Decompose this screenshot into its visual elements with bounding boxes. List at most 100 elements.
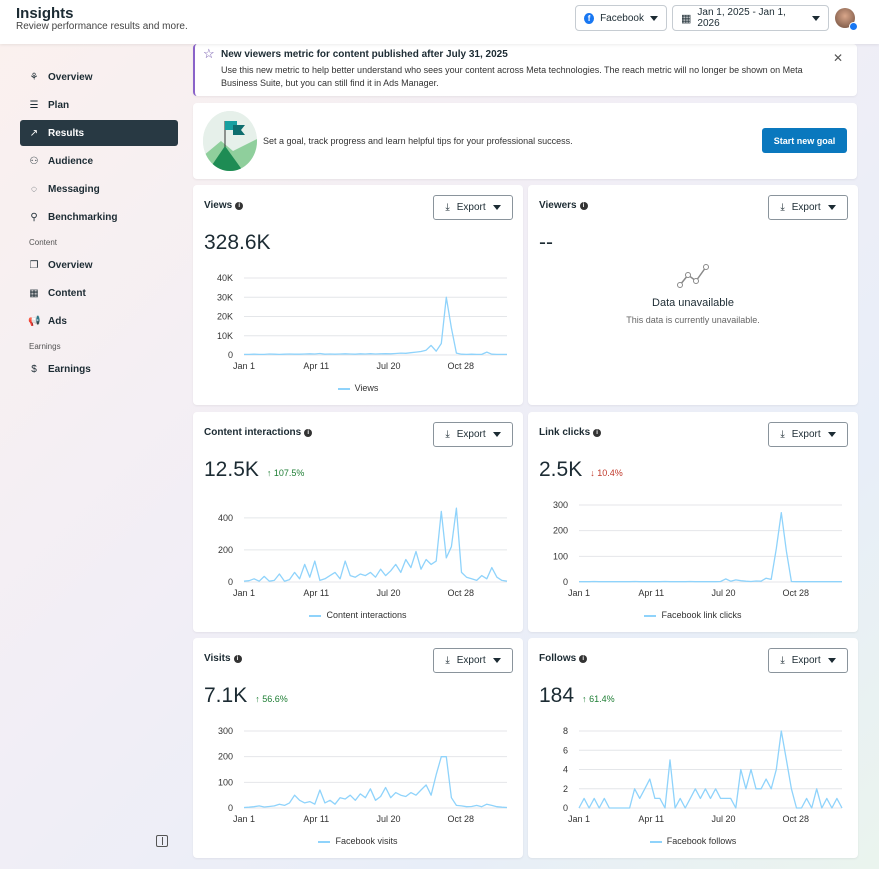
caret-down-icon: [827, 432, 836, 437]
x-tick-label: Oct 28: [783, 588, 810, 598]
sidebar-item-overview[interactable]: ⚘ Overview: [20, 64, 178, 90]
y-tick-label: 100: [553, 551, 568, 561]
metric-total: 184 ↑ 61.4%: [539, 684, 615, 708]
total-value: --: [539, 231, 553, 254]
close-icon[interactable]: ✕: [832, 51, 843, 65]
nav-label: Earnings: [48, 363, 91, 375]
table-icon: ▦: [29, 287, 39, 299]
delta-badge: ↑ 107.5%: [266, 468, 305, 478]
card-title: Viewers i: [539, 200, 588, 211]
facebook-badge-icon: [849, 22, 858, 31]
notice-title: New viewers metric for content published…: [221, 49, 508, 60]
series-line: [579, 512, 842, 583]
x-tick-label: Oct 28: [448, 588, 475, 598]
views-chart: 0 10K 20K 30K 40K Jan 1 Apr 11 Jul 20 Oct 28: [217, 273, 507, 371]
collapse-sidebar-icon[interactable]: [156, 835, 168, 847]
export-label: Export: [456, 655, 486, 666]
info-icon[interactable]: i: [233, 654, 242, 663]
delta-value: 56.6%: [262, 694, 288, 704]
date-range-dropdown[interactable]: ▦ Jan 1, 2025 - Jan 1, 2026: [672, 5, 829, 31]
nav-label: Overview: [48, 259, 93, 271]
people-icon: ⚇: [29, 155, 39, 167]
x-tick-label: Jan 1: [233, 588, 255, 598]
export-button[interactable]: ⤓ Export: [768, 648, 848, 673]
follows-card: Follows i ⤓ Export 184 ↑ 61.4% 0 2 4 6 8 Jan 1 Ap…: [528, 638, 858, 858]
legend-label: Facebook follows: [666, 836, 737, 846]
export-label: Export: [456, 429, 486, 440]
export-button[interactable]: ⤓ Export: [433, 648, 513, 673]
top-header: Insights Review performance results and …: [0, 0, 879, 44]
sidebar-item-audience[interactable]: ⚇ Audience: [20, 148, 178, 174]
sidebar-item-messaging[interactable]: ◌ Messaging: [20, 176, 178, 202]
y-tick-label: 20K: [217, 312, 233, 322]
y-tick-label: 30K: [217, 292, 233, 302]
platform-dropdown[interactable]: f Facebook: [575, 5, 667, 31]
visits-chart: 0 100 200 300 Jan 1 Apr 11 Jul 20 Oct 28: [218, 726, 508, 824]
delta-badge: ↑ 61.4%: [582, 694, 615, 704]
export-button[interactable]: ⤓ Export: [433, 195, 513, 220]
x-tick-label: Jan 1: [233, 361, 255, 371]
chart-legend: Content interactions: [193, 610, 523, 620]
download-icon: ⤓: [445, 655, 450, 666]
download-icon: ⤓: [780, 202, 785, 213]
notice-banner: ☆ New viewers metric for content publish…: [193, 44, 857, 96]
nav-label: Ads: [48, 315, 67, 327]
y-tick-label: 300: [553, 500, 568, 510]
y-tick-label: 200: [218, 752, 233, 762]
caret-down-icon: [650, 15, 658, 21]
notice-body: Use this new metric to help better under…: [221, 65, 803, 88]
info-icon[interactable]: i: [593, 428, 602, 437]
x-tick-label: Jan 1: [568, 588, 590, 598]
delta-badge: ↑ 56.6%: [255, 694, 288, 704]
sidebar-item-content[interactable]: ▦ Content: [20, 280, 178, 306]
total-value: 2.5K: [539, 458, 583, 481]
goal-text: Set a goal, track progress and learn hel…: [263, 136, 573, 146]
title-text: Link clicks: [539, 427, 591, 438]
caret-down-icon: [812, 15, 820, 21]
list-icon: ☰: [29, 99, 39, 111]
section-label-earnings: Earnings: [29, 342, 61, 351]
card-title: Views i: [204, 200, 244, 211]
delta-value: 10.4%: [597, 468, 623, 478]
title-text: Content interactions: [204, 427, 302, 438]
y-tick-label: 300: [218, 726, 233, 736]
x-tick-label: Oct 28: [783, 814, 810, 824]
page-title: Insights: [16, 5, 74, 22]
card-title: Content interactions i: [204, 427, 313, 438]
sidebar-item-ads[interactable]: 📢 Ads: [20, 308, 178, 334]
legend-label: Facebook visits: [335, 836, 398, 846]
info-icon[interactable]: i: [235, 201, 244, 210]
sidebar-item-benchmarking[interactable]: ⚲ Benchmarking: [20, 204, 178, 230]
content-interactions-card: Content interactions i ⤓ Export 12.5K ↑ 107…: [193, 412, 523, 632]
sidebar-item-earnings[interactable]: $ Earnings: [20, 356, 178, 382]
start-new-goal-button[interactable]: Start new goal: [762, 128, 847, 153]
sidebar-item-content-overview[interactable]: ❐ Overview: [20, 252, 178, 278]
info-icon[interactable]: i: [304, 428, 313, 437]
card-title: Link clicks i: [539, 427, 602, 438]
chat-icon: ◌: [31, 183, 37, 195]
total-value: 12.5K: [204, 458, 259, 481]
unavailable-title: Data unavailable: [652, 297, 734, 309]
sidebar-item-results[interactable]: ↗ Results: [20, 120, 178, 146]
export-button[interactable]: ⤓ Export: [768, 422, 848, 447]
page-subtitle: Review performance results and more.: [16, 21, 188, 32]
legend-swatch: [337, 387, 350, 390]
date-range-label: Jan 1, 2025 - Jan 1, 2026: [697, 7, 786, 29]
section-label-content: Content: [29, 238, 58, 247]
y-tick-label: 6: [563, 745, 568, 755]
download-icon: ⤓: [780, 429, 785, 440]
nav-label: Overview: [48, 71, 93, 83]
y-tick-label: 100: [218, 777, 233, 787]
legend-swatch: [644, 614, 657, 617]
goal-card: Set a goal, track progress and learn hel…: [193, 103, 857, 179]
info-icon[interactable]: i: [579, 201, 588, 210]
caret-down-icon: [827, 658, 836, 663]
export-button[interactable]: ⤓ Export: [433, 422, 513, 447]
sidebar-item-plan[interactable]: ☰ Plan: [20, 92, 178, 118]
export-button[interactable]: ⤓ Export: [768, 195, 848, 220]
chart-legend: Facebook link clicks: [528, 610, 858, 620]
info-icon[interactable]: i: [579, 654, 588, 663]
chart-legend: Facebook follows: [528, 836, 858, 846]
avatar[interactable]: [835, 8, 858, 31]
x-tick-label: Apr 11: [638, 814, 664, 824]
